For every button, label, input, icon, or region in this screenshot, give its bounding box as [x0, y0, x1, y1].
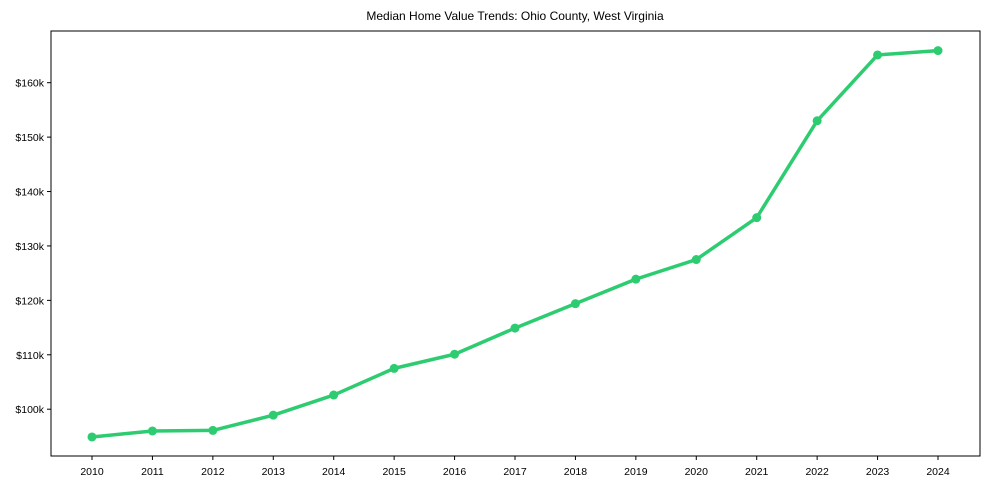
- series-line: [90, 48, 940, 439]
- data-point-marker: [147, 426, 157, 436]
- data-point-marker: [389, 363, 399, 373]
- x-tick-label: 2023: [866, 466, 890, 478]
- data-point-marker: [631, 274, 641, 284]
- data-point-marker: [87, 432, 97, 442]
- x-tick-label: 2016: [443, 466, 467, 478]
- x-tick-label: 2021: [745, 466, 769, 478]
- data-point-marker: [812, 116, 822, 126]
- x-tick-label: 2018: [564, 466, 588, 478]
- x-tick-label: 2011: [141, 466, 164, 478]
- y-tick-label: $150k: [15, 132, 44, 144]
- x-tick-label: 2014: [322, 466, 346, 478]
- x-tick-label: 2012: [201, 466, 225, 478]
- y-tick-label: $140k: [15, 187, 44, 199]
- x-tick-label: 2017: [503, 466, 527, 478]
- y-axis: $100k $110k $120k $130k $140k $150k $160k: [15, 78, 51, 416]
- x-tick-label: 2010: [80, 466, 104, 478]
- x-tick-label: 2020: [685, 466, 709, 478]
- data-point-marker: [691, 255, 701, 265]
- data-point-marker: [510, 323, 520, 333]
- y-tick-label: $160k: [15, 78, 44, 90]
- x-tick-label: 2022: [805, 466, 829, 478]
- y-tick-label: $110k: [16, 350, 45, 362]
- y-tick-label: $120k: [15, 295, 44, 307]
- data-point-marker: [208, 425, 218, 435]
- data-point-marker: [933, 46, 943, 56]
- series-markers: [87, 46, 943, 442]
- data-point-marker: [450, 349, 460, 359]
- data-point-marker: [873, 50, 883, 60]
- y-tick-label: $130k: [15, 241, 44, 253]
- x-tick-label: 2013: [262, 466, 286, 478]
- x-tick-label: 2015: [382, 466, 406, 478]
- data-point-marker: [752, 213, 762, 223]
- x-tick-label: 2024: [926, 466, 950, 478]
- x-tick-label: 2019: [624, 466, 648, 478]
- y-tick-label: $100k: [15, 404, 44, 416]
- data-point-marker: [329, 390, 339, 400]
- data-point-marker: [268, 410, 278, 420]
- chart-title: Median Home Value Trends: Ohio County, W…: [366, 9, 664, 23]
- data-point-marker: [570, 299, 580, 309]
- x-axis: 2010 2011 2012 2013 2014 2015 2016 2017 2018 2019…: [80, 456, 950, 478]
